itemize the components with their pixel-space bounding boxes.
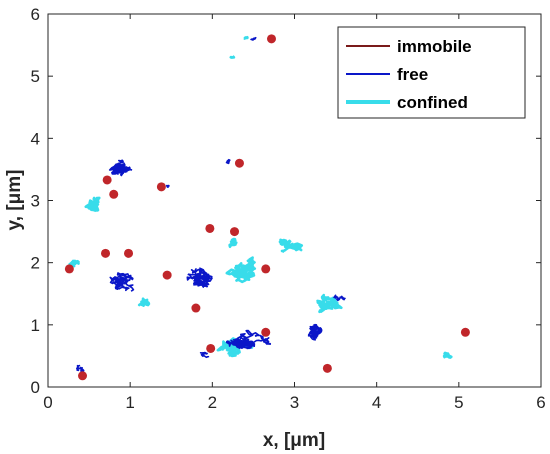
immobile-marker	[109, 189, 119, 199]
x-tick-label: 3	[290, 393, 299, 412]
tick-layer: 0 1 2 3 4 5 6 0 1 2 3 4 5 6	[31, 5, 546, 412]
immobile-marker	[124, 248, 134, 258]
confined-trajectory	[316, 293, 343, 314]
immobile-marker	[205, 223, 215, 233]
legend-label-free: free	[397, 65, 428, 84]
immobile-marker	[230, 227, 240, 237]
confined-trajectory	[442, 351, 453, 359]
y-tick-label: 2	[31, 254, 40, 273]
x-axis-label: x, [μm]	[263, 430, 325, 451]
confined-trajectory	[84, 196, 101, 212]
confined-trajectory	[225, 256, 257, 284]
free-trajectory	[225, 329, 264, 350]
marker-layer	[64, 34, 470, 381]
immobile-marker	[206, 343, 216, 353]
y-tick-label: 4	[31, 129, 40, 148]
x-tick-label: 6	[536, 393, 545, 412]
confined-trajectory	[228, 237, 238, 249]
immobile-marker	[266, 34, 276, 44]
legend-label-confined: confined	[397, 93, 468, 112]
immobile-marker	[64, 264, 74, 274]
y-tick-label: 6	[31, 5, 40, 24]
y-tick-label: 1	[31, 316, 40, 335]
y-axis-label: y, [μm]	[4, 170, 25, 231]
immobile-marker	[191, 303, 201, 313]
free-trajectory	[307, 323, 323, 341]
y-tick-label: 0	[31, 378, 40, 397]
trajectory-layer	[68, 35, 453, 373]
free-trajectory	[250, 36, 257, 41]
immobile-marker	[460, 327, 470, 337]
free-trajectory	[333, 294, 346, 302]
x-tick-label: 1	[125, 393, 134, 412]
free-trajectory	[165, 184, 170, 188]
immobile-marker	[156, 182, 166, 192]
immobile-marker	[261, 264, 271, 274]
y-tick-label: 3	[31, 192, 40, 211]
confined-trajectory	[278, 238, 304, 253]
immobile-marker	[234, 158, 244, 168]
legend-label-immobile: immobile	[397, 37, 472, 56]
confined-trajectory	[68, 259, 80, 268]
free-trajectory	[199, 351, 210, 359]
confined-trajectory	[243, 35, 249, 40]
free-trajectory	[108, 159, 133, 177]
immobile-marker	[261, 327, 271, 337]
immobile-marker	[78, 371, 88, 381]
immobile-marker	[101, 248, 111, 258]
x-tick-label: 4	[372, 393, 381, 412]
immobile-marker	[162, 270, 172, 280]
x-tick-label: 5	[454, 393, 463, 412]
confined-trajectory	[229, 55, 236, 59]
confined-trajectory	[216, 337, 254, 358]
y-tick-label: 5	[31, 67, 40, 86]
legend: immobile free confined	[337, 26, 526, 119]
immobile-marker	[102, 175, 112, 185]
free-trajectory	[76, 364, 85, 373]
immobile-marker	[322, 363, 332, 373]
free-trajectory	[109, 272, 135, 292]
x-tick-label: 0	[43, 393, 52, 412]
free-trajectory	[225, 158, 231, 165]
free-trajectory	[262, 337, 272, 345]
free-trajectory	[186, 267, 213, 288]
confined-trajectory	[137, 297, 151, 307]
x-tick-label: 2	[208, 393, 217, 412]
